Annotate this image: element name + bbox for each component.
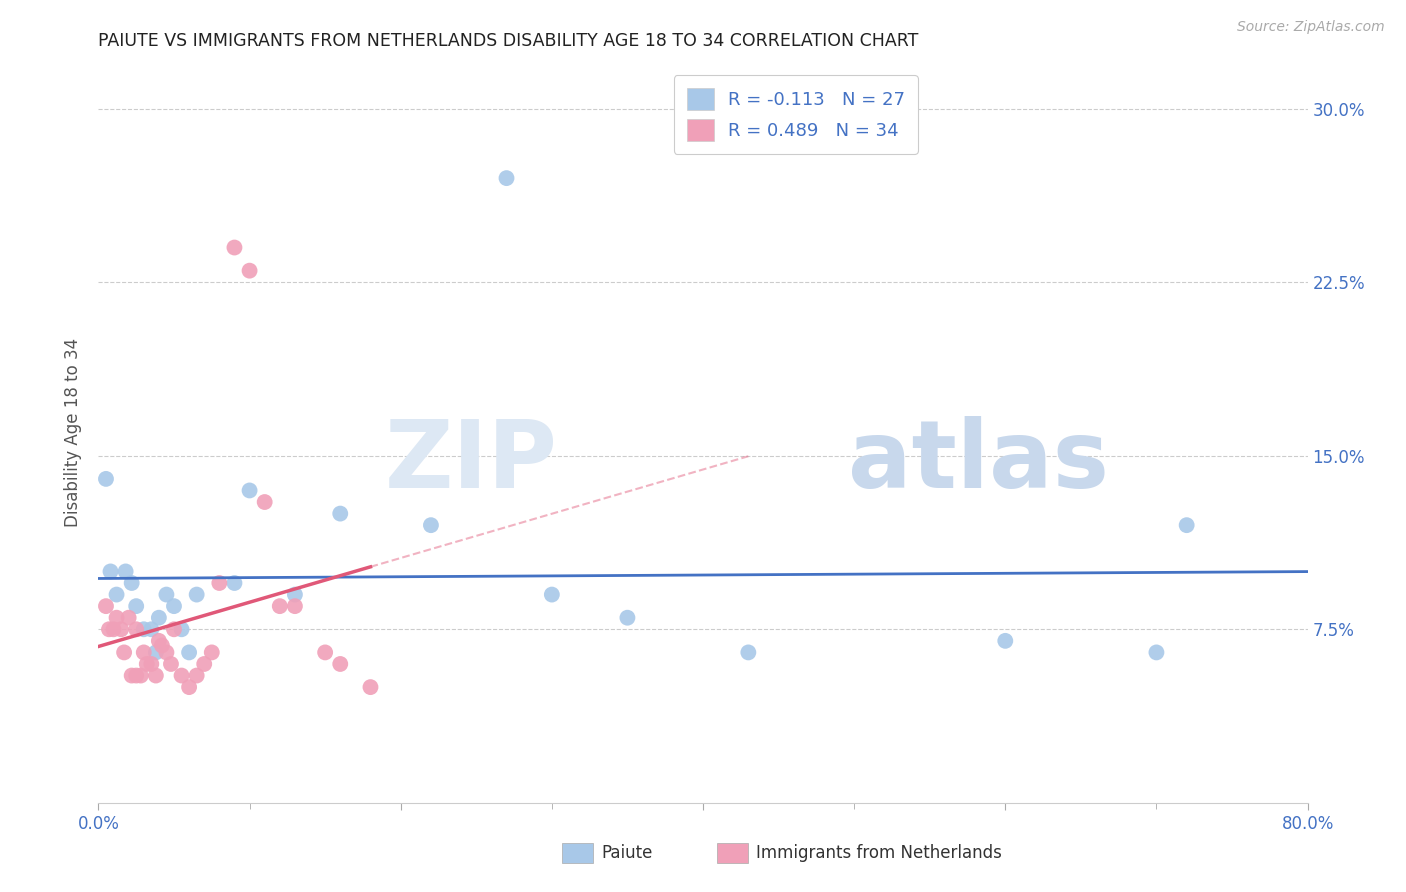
- Point: [170, 622, 193, 636]
- Point: [1175, 518, 1198, 533]
- Point: [360, 680, 382, 694]
- Text: Source: ZipAtlas.com: Source: ZipAtlas.com: [1237, 20, 1385, 34]
- Point: [105, 610, 128, 624]
- Point: [420, 518, 443, 533]
- Point: [132, 622, 155, 636]
- Point: [125, 599, 148, 614]
- Point: [155, 645, 177, 659]
- Point: [253, 495, 276, 509]
- Point: [540, 588, 562, 602]
- Point: [160, 657, 183, 671]
- Point: [118, 610, 141, 624]
- Text: PAIUTE VS IMMIGRANTS FROM NETHERLANDS DISABILITY AGE 18 TO 34 CORRELATION CHART: PAIUTE VS IMMIGRANTS FROM NETHERLANDS DI…: [98, 32, 918, 50]
- Point: [145, 645, 167, 659]
- Point: [170, 668, 193, 682]
- Point: [150, 639, 173, 653]
- Point: [201, 645, 224, 659]
- Point: [148, 610, 170, 624]
- Point: [103, 622, 125, 636]
- Point: [495, 171, 517, 186]
- Point: [314, 645, 336, 659]
- Text: Immigrants from Netherlands: Immigrants from Netherlands: [756, 844, 1002, 862]
- Point: [155, 588, 177, 602]
- Point: [125, 622, 148, 636]
- Point: [132, 645, 155, 659]
- Point: [110, 622, 132, 636]
- Point: [186, 668, 208, 682]
- Point: [224, 240, 246, 255]
- Text: ZIP: ZIP: [385, 417, 558, 508]
- Point: [737, 645, 759, 659]
- Point: [135, 657, 157, 671]
- Point: [616, 610, 638, 624]
- Point: [163, 599, 186, 614]
- Point: [98, 622, 121, 636]
- Point: [284, 588, 307, 602]
- Point: [112, 645, 135, 659]
- Point: [129, 668, 152, 682]
- Point: [148, 633, 170, 648]
- Point: [179, 645, 201, 659]
- Legend: R = -0.113   N = 27, R = 0.489   N = 34: R = -0.113 N = 27, R = 0.489 N = 34: [673, 75, 918, 153]
- Y-axis label: Disability Age 18 to 34: Disability Age 18 to 34: [65, 338, 83, 527]
- Point: [269, 599, 291, 614]
- Point: [994, 633, 1017, 648]
- Point: [121, 668, 143, 682]
- Point: [1144, 645, 1167, 659]
- Point: [141, 622, 163, 636]
- Text: Paiute: Paiute: [602, 844, 654, 862]
- Point: [193, 657, 215, 671]
- Point: [100, 565, 122, 579]
- Point: [125, 668, 148, 682]
- Point: [121, 576, 143, 591]
- Point: [239, 263, 262, 277]
- Point: [186, 588, 208, 602]
- Point: [239, 483, 262, 498]
- Point: [114, 565, 136, 579]
- Point: [105, 588, 128, 602]
- Text: atlas: atlas: [848, 417, 1109, 508]
- Point: [208, 576, 231, 591]
- Point: [163, 622, 186, 636]
- Point: [224, 576, 246, 591]
- Point: [94, 599, 117, 614]
- Point: [141, 657, 163, 671]
- Point: [179, 680, 201, 694]
- Point: [94, 472, 117, 486]
- Point: [329, 507, 352, 521]
- Point: [284, 599, 307, 614]
- Point: [329, 657, 352, 671]
- Point: [145, 668, 167, 682]
